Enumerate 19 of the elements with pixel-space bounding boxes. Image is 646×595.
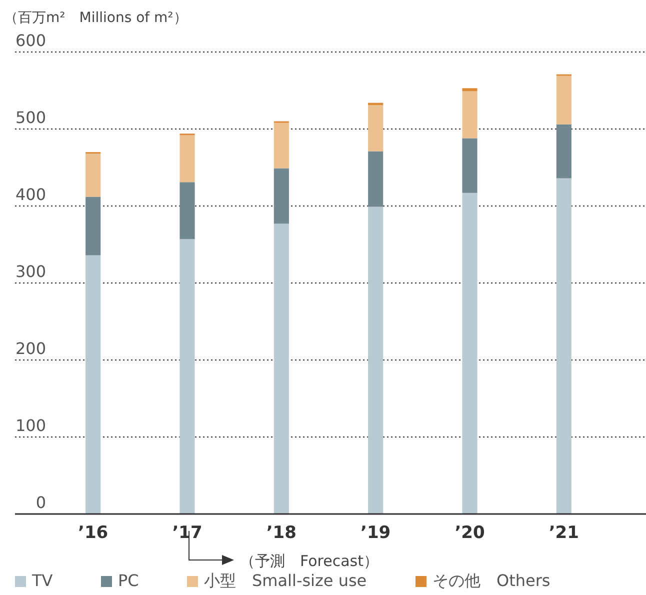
y-axis-title: （百万m² Millions of m²） (4, 10, 188, 26)
x-tick-label: ’19 (360, 523, 391, 543)
y-tick-label: 400 (15, 185, 46, 204)
x-tick-label: ’18 (266, 523, 296, 543)
text: （予測 Forecast） (240, 552, 378, 570)
legend-label: 小型 Small-size use (204, 571, 367, 590)
y-tick-label: 200 (15, 339, 46, 358)
y-tick-label: 300 (15, 262, 46, 281)
legend-label: その他 Others (432, 571, 550, 590)
x-tick-label: ’20 (454, 523, 485, 543)
x-tick-label: ’16 (78, 523, 108, 543)
y-tick-label: 500 (15, 108, 46, 127)
x-tick-label: ’17 (172, 523, 202, 543)
y-tick-label: 600 (15, 31, 46, 50)
legend-label: PC (118, 571, 139, 590)
x-tick-label: ’21 (548, 523, 579, 543)
y-tick-label: 0 (36, 493, 46, 512)
y-tick-label: 100 (15, 416, 46, 435)
legend-label: TV (31, 571, 53, 590)
